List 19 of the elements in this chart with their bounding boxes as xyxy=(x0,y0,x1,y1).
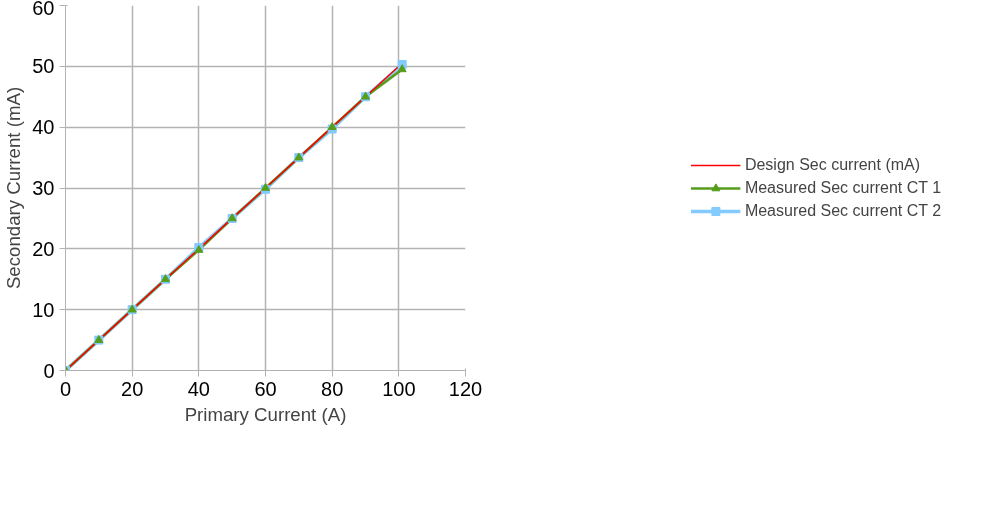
legend-label: Design Sec current (mA) xyxy=(744,155,921,174)
x-tick-label: 60 xyxy=(254,377,277,400)
x-axis-title: Primary Current (A) xyxy=(184,403,347,425)
y-tick-label: 60 xyxy=(32,0,55,19)
y-tick-label: 0 xyxy=(43,359,55,382)
x-tick-label: 120 xyxy=(448,377,483,400)
y-axis-title: Secondary Current (mA) xyxy=(3,86,25,290)
y-tick-label: 10 xyxy=(32,298,55,321)
legend-label: Measured Sec current CT 1 xyxy=(744,178,942,197)
x-tick-label: 0 xyxy=(59,377,72,400)
x-tick-label: 40 xyxy=(187,377,210,400)
x-tick-label: 20 xyxy=(121,377,144,400)
legend-label: Measured Sec current CT 2 xyxy=(744,201,942,220)
y-tick-label: 50 xyxy=(32,55,55,78)
y-tick-label: 20 xyxy=(32,237,55,260)
x-tick-label: 80 xyxy=(321,377,344,400)
y-tick-label: 40 xyxy=(32,116,55,139)
y-tick-label: 30 xyxy=(32,177,55,199)
x-tick-label: 100 xyxy=(382,377,416,400)
